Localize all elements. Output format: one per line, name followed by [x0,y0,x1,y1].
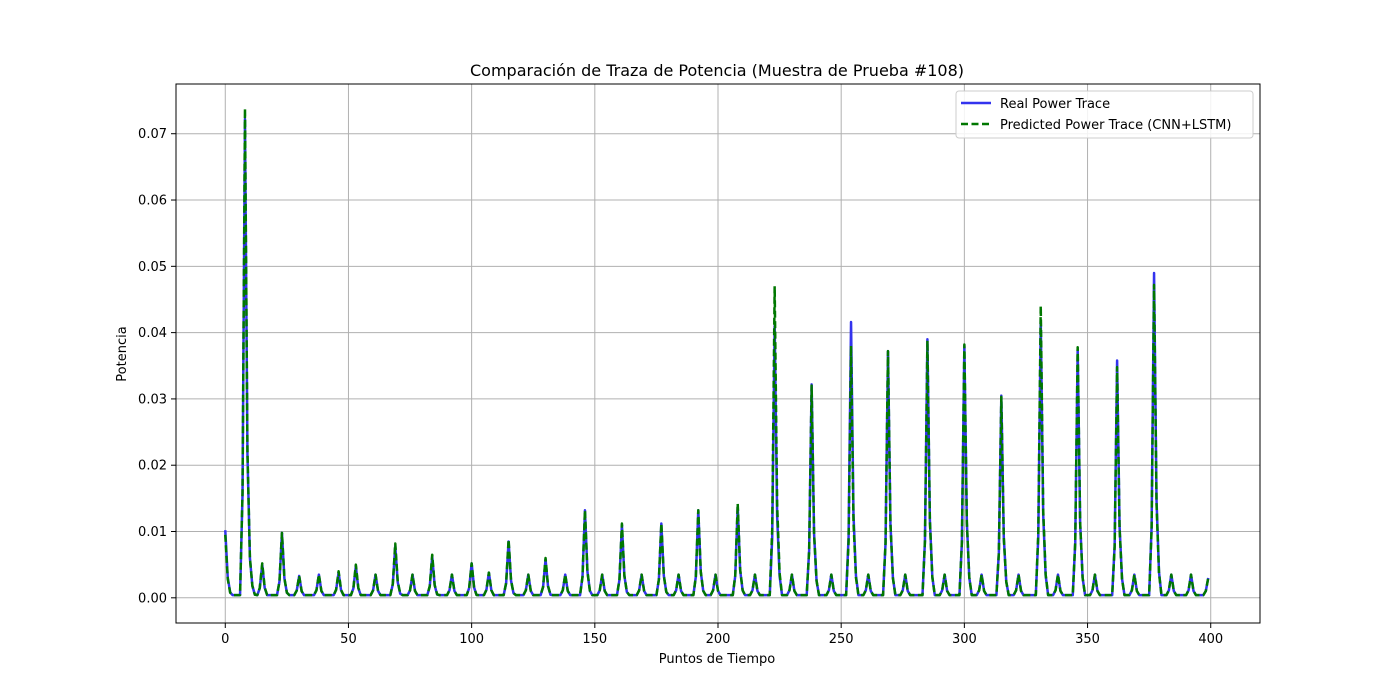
x-tick-label: 300 [952,632,977,647]
legend-box [955,90,1254,139]
y-tick-label: 0.00 [138,591,167,606]
y-tick-label: 0.02 [138,459,167,474]
x-tick-label: 400 [1198,632,1223,647]
x-tick-label: 200 [706,632,731,647]
y-tick-label: 0.01 [138,525,167,540]
legend-label-predicted: Predicted Power Trace (CNN+LSTM) [1000,118,1231,133]
x-tick-label: 150 [582,632,607,647]
legend-label-real: Real Power Trace [1000,97,1110,112]
y-axis-label: Potencia [115,326,130,381]
y-tick-label: 0.06 [138,194,167,209]
x-tick-label: 350 [1075,632,1100,647]
y-tick-label: 0.03 [138,392,167,407]
y-axis-ticks: 0.00 0.01 0.02 0.03 0.04 0.05 0.06 0.07 [138,127,176,606]
series-layer [224,107,1210,597]
x-tick-label: 0 [221,632,229,647]
legend: Real Power Trace Predicted Power Trace (… [955,90,1254,139]
series-line-predicted [224,107,1210,597]
x-tick-label: 250 [829,632,854,647]
x-axis-label: Puntos de Tiempo [659,652,775,667]
x-tick-label: 50 [340,632,357,647]
y-tick-label: 0.07 [138,127,167,142]
y-tick-label: 0.05 [138,260,167,275]
x-axis-ticks: 0 50 100 150 200 250 300 350 400 [221,623,1223,647]
x-tick-label: 100 [459,632,484,647]
y-tick-label: 0.04 [138,326,167,341]
chart-title: Comparación de Traza de Potencia (Muestr… [470,61,964,80]
